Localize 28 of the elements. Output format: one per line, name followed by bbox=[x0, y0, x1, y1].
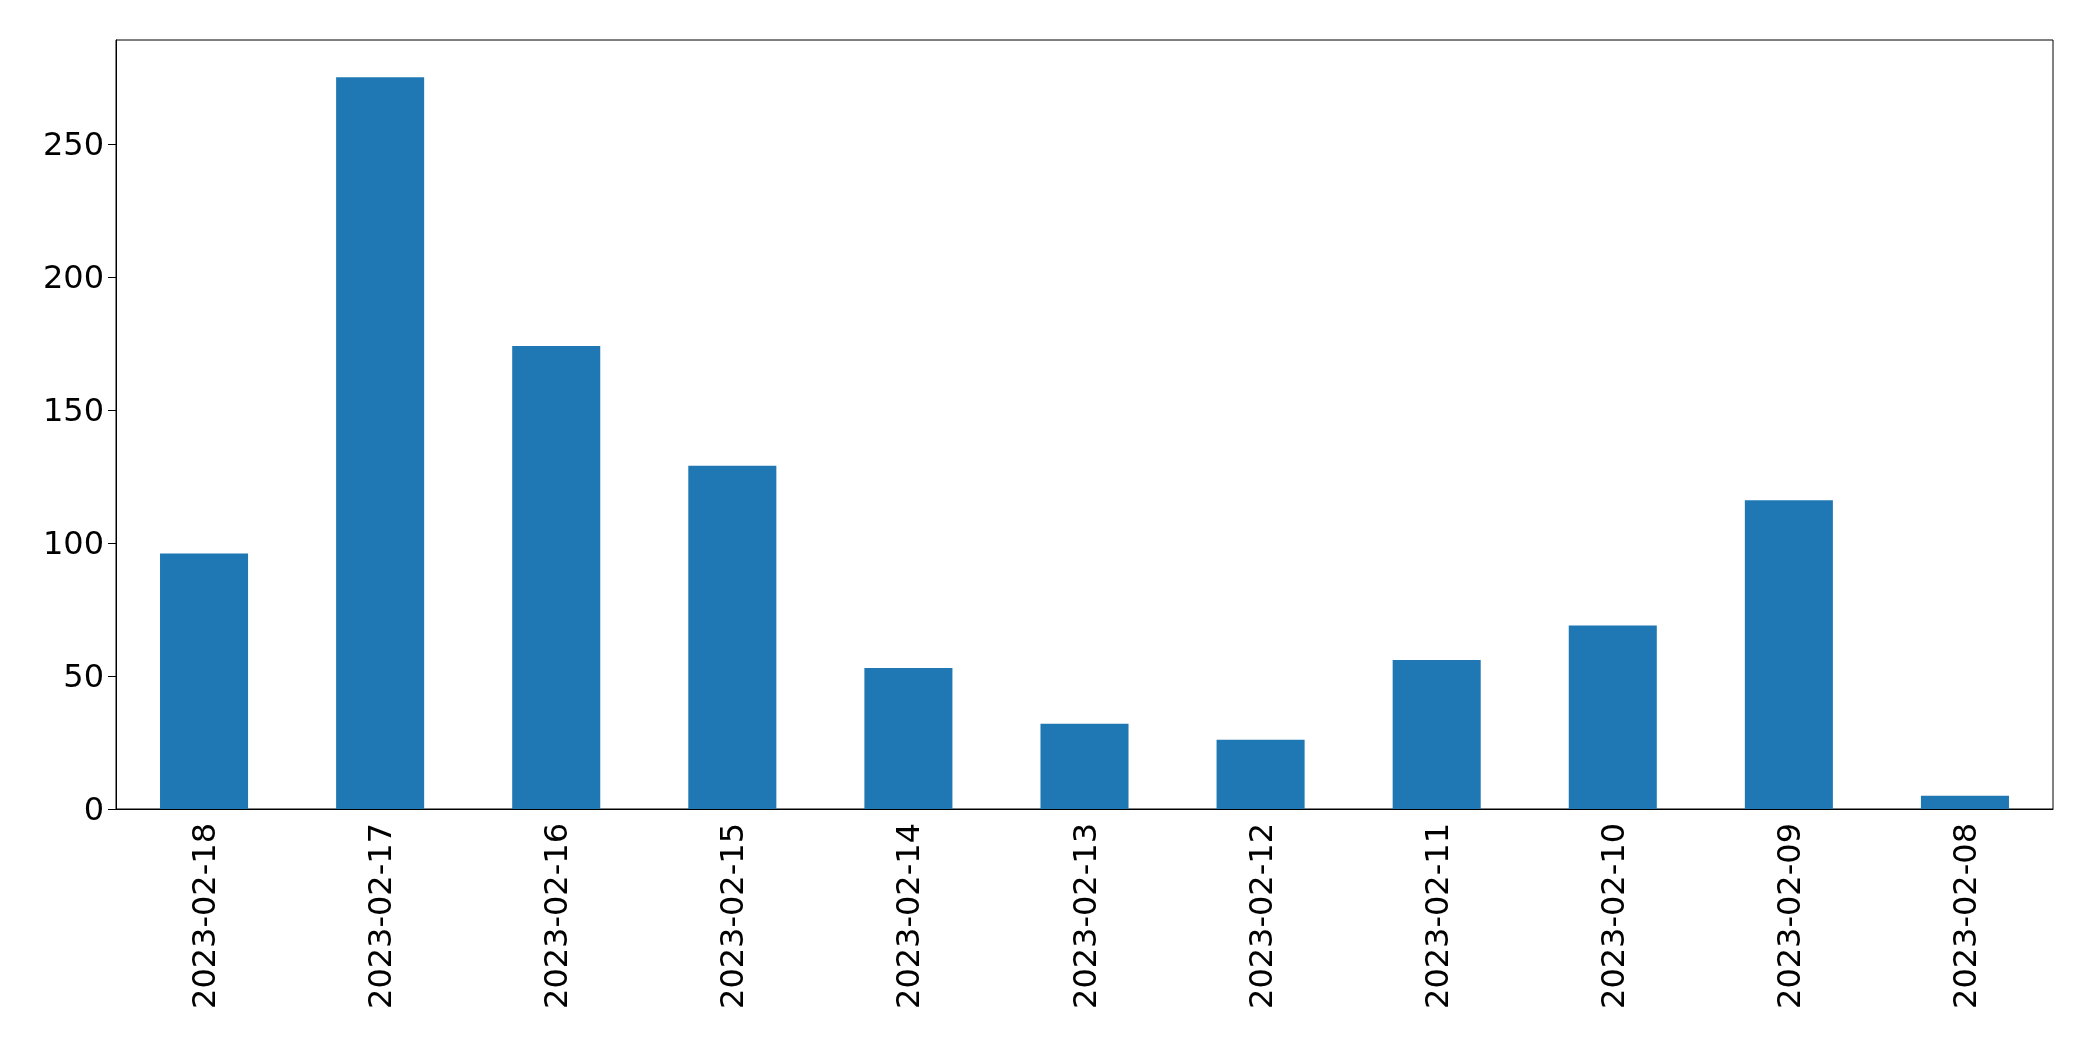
bar bbox=[1568, 625, 1657, 809]
bar bbox=[512, 346, 601, 809]
x-tick-label: 2023-02-08 bbox=[1945, 823, 1984, 1009]
x-tick-label: 2023-02-14 bbox=[889, 823, 928, 1009]
bar bbox=[1744, 500, 1833, 809]
x-tick-label: 2023-02-13 bbox=[1065, 823, 1104, 1009]
y-tick-label: 0 bbox=[83, 790, 104, 828]
bar bbox=[688, 465, 777, 809]
y-tick-label: 50 bbox=[63, 656, 104, 695]
x-tick-label: 2023-02-11 bbox=[1417, 823, 1456, 1009]
y-tick-label: 150 bbox=[42, 390, 104, 429]
bar bbox=[1216, 739, 1305, 809]
x-tick-label: 2023-02-10 bbox=[1593, 823, 1632, 1009]
x-tick-label: 2023-02-09 bbox=[1769, 823, 1808, 1009]
bar bbox=[336, 77, 425, 809]
y-tick-label: 250 bbox=[42, 124, 104, 163]
y-tick-label: 200 bbox=[42, 257, 104, 296]
bar bbox=[1920, 795, 2009, 809]
x-tick-label: 2023-02-12 bbox=[1241, 823, 1280, 1009]
y-tick-label: 100 bbox=[42, 523, 104, 562]
bar bbox=[864, 667, 953, 809]
bar bbox=[1392, 659, 1481, 809]
x-tick-label: 2023-02-17 bbox=[361, 823, 400, 1009]
bar bbox=[1040, 723, 1129, 809]
bar bbox=[160, 553, 249, 809]
x-tick-label: 2023-02-15 bbox=[713, 823, 752, 1009]
x-tick-label: 2023-02-18 bbox=[185, 823, 224, 1009]
x-tick-label: 2023-02-16 bbox=[537, 823, 576, 1009]
